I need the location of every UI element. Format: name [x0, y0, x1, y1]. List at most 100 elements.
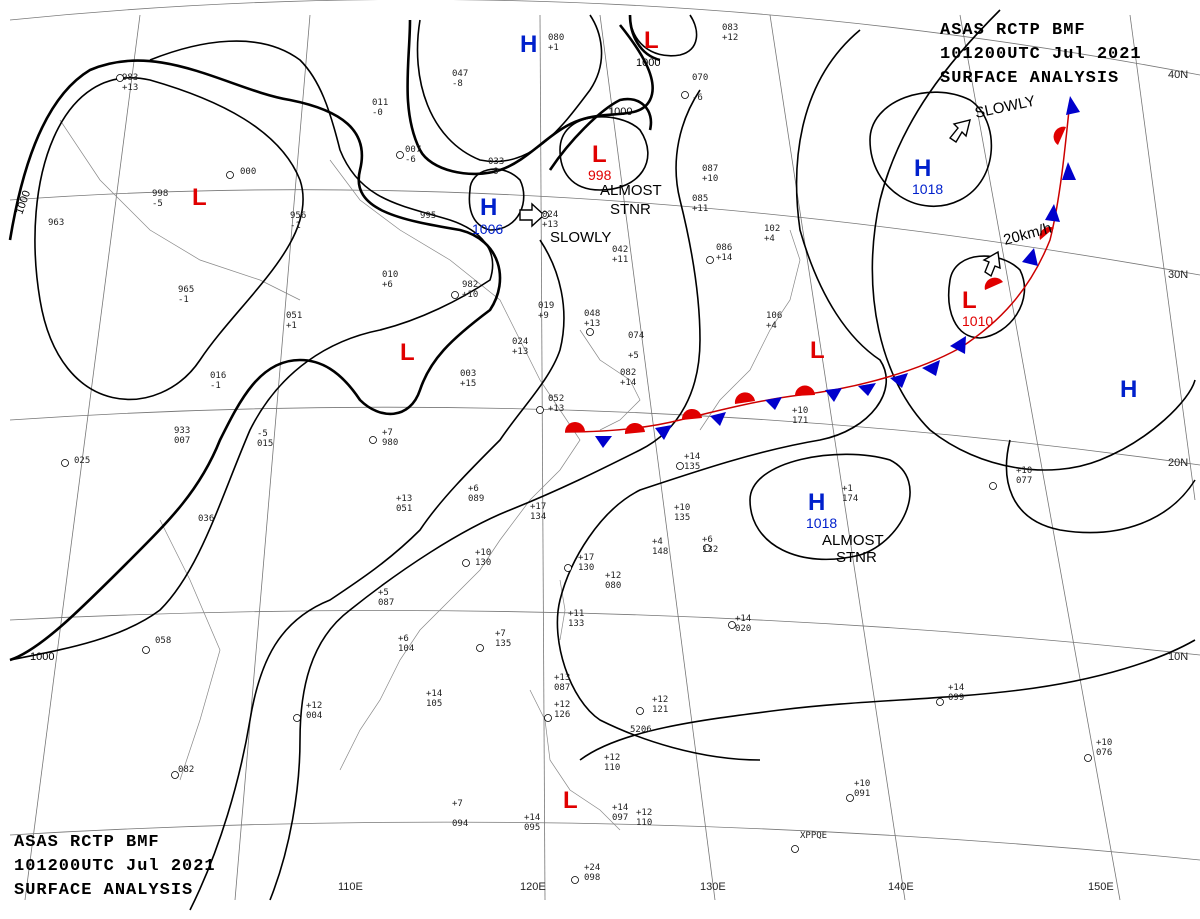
longitude-line-110e: [234, 14, 311, 901]
movement-label: ALMOST: [822, 532, 884, 549]
station-marker: [846, 794, 854, 802]
cold-front-mark: [1062, 162, 1076, 180]
station-marker: [676, 462, 684, 470]
warm-front-marks: [565, 126, 1066, 434]
station-label: +7: [382, 428, 393, 438]
station-label: 033: [488, 157, 504, 167]
station-label: +14: [620, 378, 636, 388]
longitude-line-160e: [1129, 14, 1196, 501]
station-label: +11: [612, 255, 628, 265]
station-label: 980: [382, 438, 398, 448]
latitude-labels: 40N 30N 20N 10N: [1168, 69, 1188, 663]
cold-front-mark: [858, 383, 876, 396]
station-label: +1: [548, 43, 559, 53]
station-label: +10: [702, 174, 718, 184]
station-label: 087: [702, 164, 718, 174]
station-label: -8: [452, 79, 463, 89]
low-pressure-center: L: [962, 287, 977, 314]
warm-front-mark: [565, 422, 585, 432]
station-label: -5: [152, 199, 163, 209]
station-label: -6: [405, 155, 416, 165]
low-pressure-center: L: [592, 141, 607, 168]
station-label: +13: [122, 83, 138, 93]
station-label: 058: [155, 636, 171, 646]
longitude-line-150e: [959, 14, 1121, 901]
station-label: 010: [382, 270, 398, 280]
station-marker: [462, 559, 470, 567]
station-label: +10: [475, 548, 491, 558]
station-markers: [61, 74, 1092, 884]
station-label: 5206: [630, 725, 652, 735]
station-label: +7: [452, 799, 463, 809]
movement-label: STNR: [836, 549, 877, 566]
station-label: 106: [766, 311, 782, 321]
station-label: 024: [542, 210, 558, 220]
station-label: +14: [612, 803, 628, 813]
isobar: [948, 255, 1026, 339]
station-label: 036: [198, 514, 214, 524]
station-label: -1: [178, 295, 189, 305]
station-label: 082: [178, 765, 194, 775]
station-label: 094: [452, 819, 468, 829]
station-marker: [536, 406, 544, 414]
station-label: +14: [948, 683, 964, 693]
cold-front-mark: [710, 412, 726, 426]
station-marker: [544, 714, 552, 722]
station-label: +5: [628, 351, 639, 361]
station-label: +6: [382, 280, 393, 290]
station-label: +12: [604, 753, 620, 763]
pressure-systems: L L L L 998 L 1010 L L H H 1006 H 1018 H…: [192, 27, 1137, 814]
coast-china: [329, 159, 581, 771]
station-label: +10: [674, 503, 690, 513]
longitude-label: 120E: [520, 881, 546, 893]
longitude-labels: 110E 120E 130E 140E 150E: [338, 881, 1114, 893]
station-label: 135: [495, 639, 511, 649]
station-label: 132: [702, 545, 718, 555]
header-top: ASAS RCTP BMF 101200UTC Jul 2021 SURFACE…: [940, 21, 1141, 88]
station-label: 020: [735, 624, 751, 634]
station-label: +1: [286, 321, 297, 331]
cold-front-mark: [1045, 204, 1060, 222]
station-label: 965: [178, 285, 194, 295]
station-marker: [142, 646, 150, 654]
cold-front-mark: [922, 360, 940, 376]
station-label: +14: [524, 813, 540, 823]
station-label: +14: [716, 253, 732, 263]
longitude-label: 130E: [700, 881, 726, 893]
low-pressure-center: L: [644, 27, 659, 54]
station-label: +6: [702, 535, 713, 545]
coast-japan: [699, 229, 801, 431]
latitude-label: 10N: [1168, 651, 1188, 663]
station-label: +6: [398, 634, 409, 644]
isobar-label: 1000: [30, 651, 54, 663]
station-label: 102: [764, 224, 780, 234]
station-label: 130: [475, 558, 491, 568]
header-line-3: SURFACE ANALYSIS: [940, 69, 1119, 88]
station-label: 983: [122, 73, 138, 83]
station-label: 933: [174, 426, 190, 436]
latitude-line-30n: [9, 189, 1200, 276]
warm-front-mark: [794, 385, 815, 396]
isobar-label: 1000: [608, 106, 632, 118]
longitude-label: 150E: [1088, 881, 1114, 893]
station-label: +12: [722, 33, 738, 43]
footer-line-2: 101200UTC Jul 2021: [14, 857, 216, 876]
station-label: 134: [530, 512, 546, 522]
warm-front-mark: [681, 408, 702, 420]
longitude-line-140e: [769, 14, 906, 901]
movement-label: SLOWLY: [550, 229, 611, 246]
movement-label: 20km/h: [1002, 220, 1054, 249]
station-marker: [564, 564, 572, 572]
station-label: 982: [462, 280, 478, 290]
cold-front-mark: [595, 436, 612, 448]
high-pressure-center: H: [480, 194, 497, 221]
station-label: 076: [1096, 748, 1112, 758]
coastline: [59, 119, 801, 831]
station-marker: [171, 771, 179, 779]
station-marker: [116, 74, 124, 82]
isobars-bold: [8, 14, 661, 662]
station-label: 148: [652, 547, 668, 557]
station-label: -1: [210, 381, 221, 391]
header-line-1: ASAS RCTP BMF: [940, 21, 1086, 40]
movement-label: SLOWLY: [973, 93, 1037, 122]
